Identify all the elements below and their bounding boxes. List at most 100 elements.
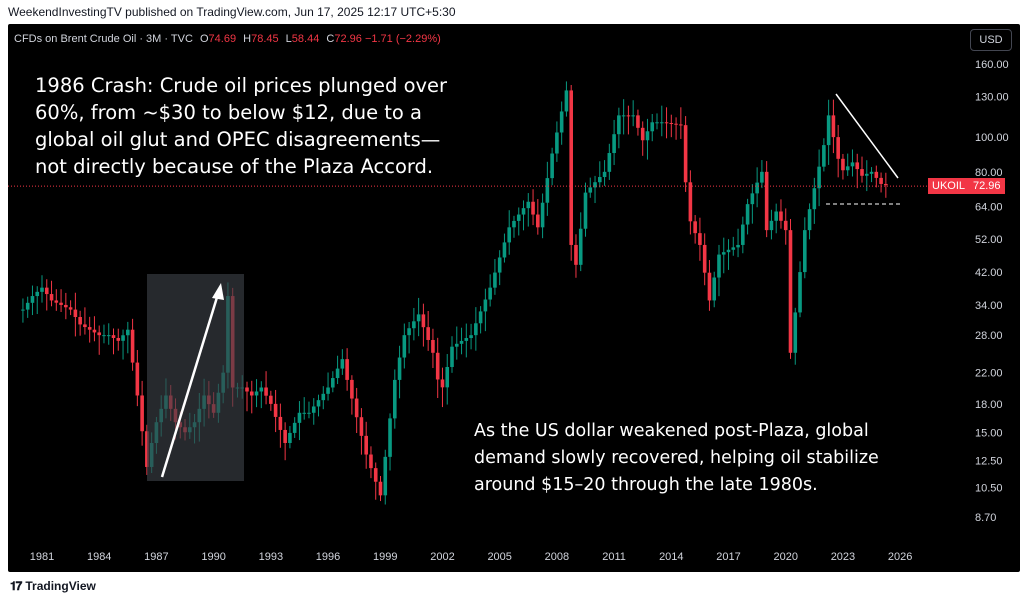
candle-body <box>426 327 430 340</box>
candle-body <box>59 302 63 305</box>
candle-body <box>331 378 335 388</box>
candle-body <box>817 166 821 189</box>
candle-body <box>564 90 569 112</box>
candle-body <box>659 122 664 124</box>
low-label: L <box>285 33 292 45</box>
candle-body <box>841 158 845 171</box>
candle-body <box>550 153 554 179</box>
candle-body <box>621 115 626 117</box>
candle-body <box>526 201 531 209</box>
candle-body <box>345 359 349 380</box>
candle-body <box>602 171 607 178</box>
candle-body <box>512 220 516 228</box>
candle-body <box>869 171 874 174</box>
candle-body <box>879 177 883 184</box>
candle-body <box>683 125 688 183</box>
candle-body <box>783 220 788 231</box>
candle-body <box>278 416 283 430</box>
candle-body <box>745 204 750 225</box>
tradingview-logo-icon: 𝟏𝟕 <box>10 579 22 593</box>
currency-button[interactable]: USD <box>970 29 1012 51</box>
x-tick-label: 1987 <box>144 551 168 563</box>
candle-body <box>68 307 73 310</box>
candle-body <box>741 224 745 245</box>
candle-body <box>788 230 793 353</box>
footer-brand[interactable]: 𝟏𝟕 TradingView <box>10 576 96 596</box>
candle-body <box>626 115 631 117</box>
candle-body <box>383 456 388 496</box>
y-tick-label: 15.00 <box>975 427 1003 439</box>
x-tick-label: 2026 <box>888 551 912 563</box>
candle-body <box>445 367 450 388</box>
open-value: 74.69 <box>208 33 237 45</box>
candle-body <box>87 327 92 330</box>
candle-body <box>474 323 478 336</box>
candle-body <box>140 395 144 432</box>
candle-body <box>731 247 736 250</box>
candle-body <box>636 115 640 128</box>
candle-body <box>297 412 302 423</box>
candle-body <box>416 314 421 322</box>
low-value: 58.44 <box>291 33 320 45</box>
candle-body <box>64 304 68 308</box>
y-tick-label: 28.00 <box>975 330 1003 342</box>
candle-body <box>597 177 602 183</box>
last-price-value: 72.96 <box>973 180 1001 192</box>
candle-body <box>254 391 259 396</box>
candle-body <box>712 277 717 301</box>
symbol-name: CFDs on Brent Crude Oil · 3M · TVC <box>14 33 193 45</box>
y-tick-label: 130.00 <box>975 91 1009 103</box>
candle-body <box>78 317 82 325</box>
candle-body <box>884 183 888 186</box>
attribution-text: WeekendInvestingTV published on TradingV… <box>8 5 456 19</box>
candle-body <box>583 192 588 229</box>
x-tick-label: 1996 <box>316 551 340 563</box>
candle-body <box>245 387 249 392</box>
candle-body <box>373 468 378 482</box>
y-axis[interactable]: 8.70 10.50 12.50 15.00 18.00 22.00 28.00 34.00 4… <box>975 59 1009 524</box>
candle-body <box>412 321 416 329</box>
candle-body <box>483 299 488 312</box>
y-tick-label: 100.00 <box>975 132 1009 144</box>
candle-body <box>450 346 454 368</box>
candle-body <box>30 296 35 303</box>
y-tick-label: 64.00 <box>975 202 1003 214</box>
candle-body <box>326 387 330 394</box>
candle-body <box>378 481 383 496</box>
x-axis[interactable]: 1981 1984 1987 1990 1993 1996 1999 2002 2005 2008… <box>30 551 913 563</box>
annotation-crash-1986: 1986 Crash: Crude oil prices plunged ove… <box>35 74 448 178</box>
candle-body <box>44 287 49 295</box>
candle-body <box>102 335 106 337</box>
candle-body <box>845 166 850 171</box>
candle-body <box>502 242 507 258</box>
candle-body <box>650 122 655 132</box>
candle-body <box>864 173 869 176</box>
candle-body <box>478 311 483 324</box>
candle-body <box>631 115 635 117</box>
candle-body <box>612 134 616 154</box>
symbol-legend[interactable]: CFDs on Brent Crude Oil · 3M · TVC O74.6… <box>14 33 441 45</box>
x-tick-label: 2020 <box>773 551 797 563</box>
candle-body <box>769 220 774 231</box>
high-label: H <box>243 33 252 45</box>
x-tick-label: 1990 <box>201 551 225 563</box>
candle-body <box>340 359 345 369</box>
candle-body <box>774 211 778 221</box>
candle-body <box>407 328 411 336</box>
candle-body <box>73 309 78 318</box>
candle-body <box>803 230 807 273</box>
candle-body <box>431 339 435 353</box>
candle-body <box>760 171 764 183</box>
x-tick-label: 1981 <box>30 551 54 563</box>
y-tick-label: 52.00 <box>975 234 1003 246</box>
candles <box>21 81 888 505</box>
y-tick-label: 18.00 <box>975 399 1003 411</box>
candle-body <box>593 182 597 188</box>
x-tick-label: 2017 <box>716 551 740 563</box>
y-tick-label: 12.50 <box>975 456 1003 468</box>
candle-body <box>249 391 254 396</box>
y-tick-label: 8.70 <box>975 512 996 524</box>
candle-body <box>521 208 526 215</box>
candle-body <box>130 329 135 363</box>
